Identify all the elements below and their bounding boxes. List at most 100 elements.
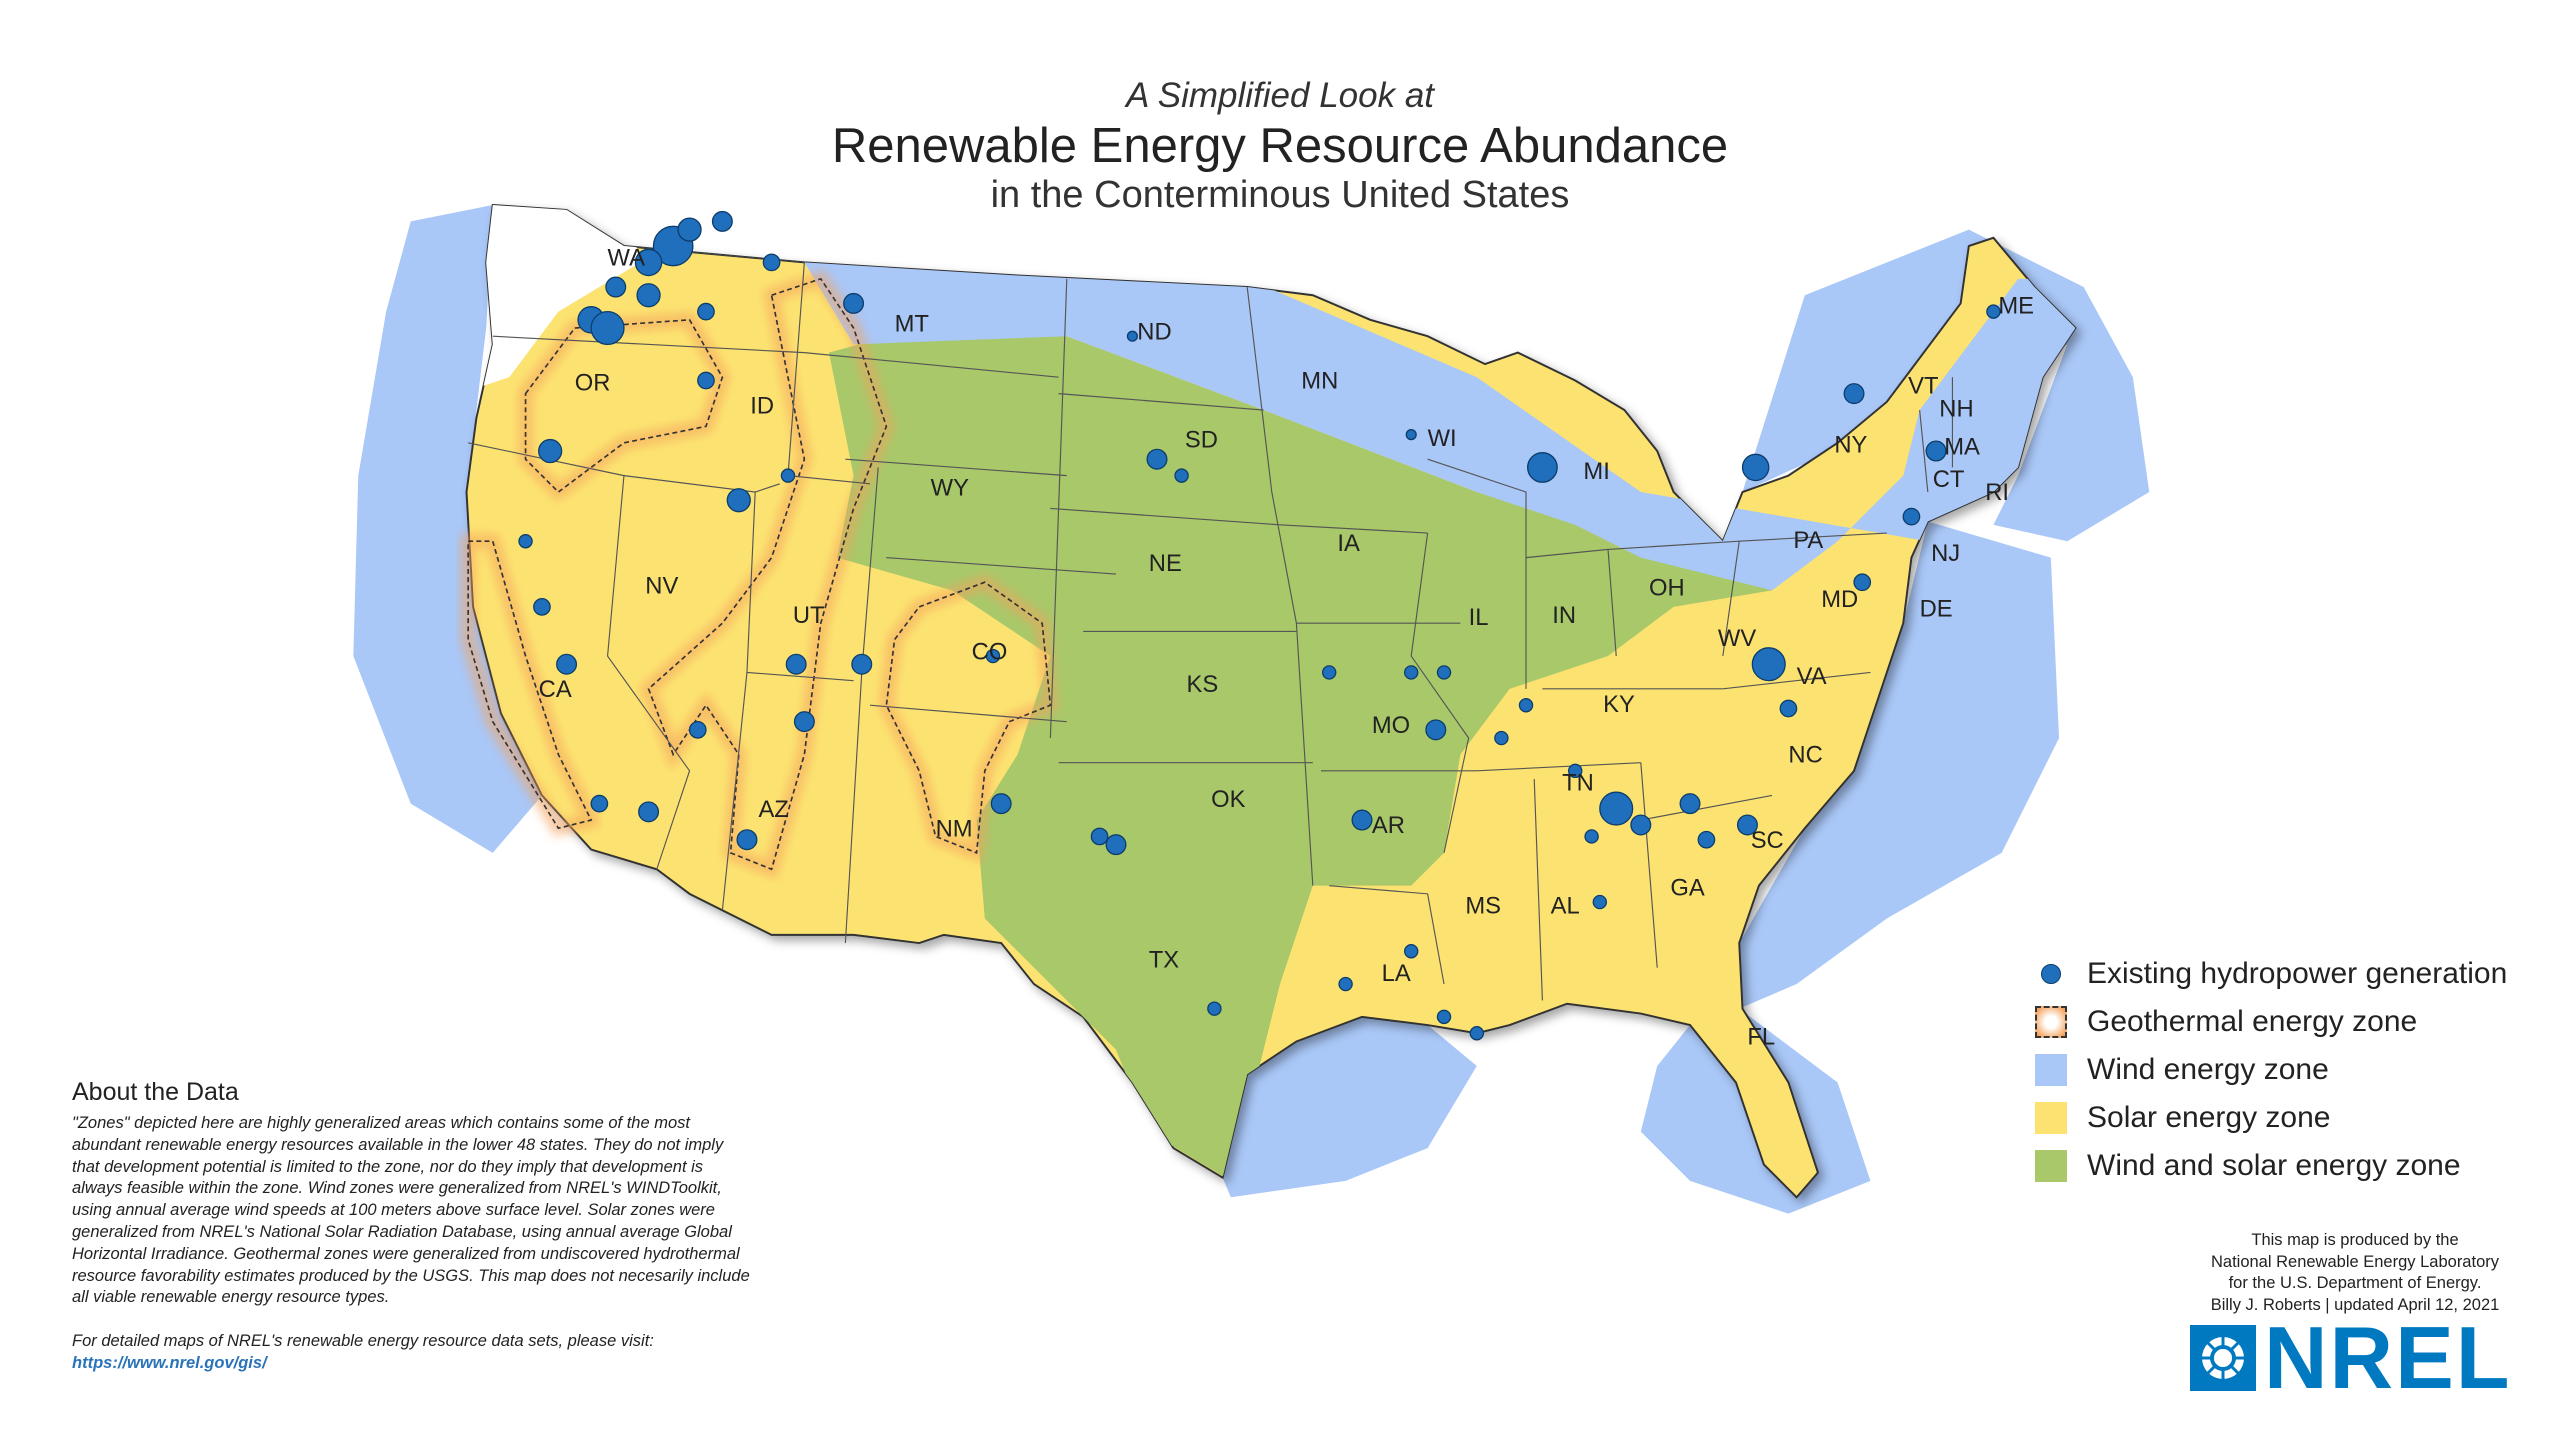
- hydropower-site: [1751, 647, 1786, 682]
- state-border: [468, 442, 691, 870]
- state-border: [754, 483, 780, 493]
- state-label: UT: [793, 602, 825, 629]
- hydropower-site: [1105, 834, 1127, 856]
- state-label: SD: [1185, 427, 1218, 454]
- map-title: Renewable Energy Resource Abundance: [831, 119, 1729, 173]
- state-border: [1049, 278, 1068, 739]
- hydropower-site: [711, 210, 733, 232]
- hydropower-site: [1126, 330, 1138, 342]
- state-label: PA: [1793, 527, 1823, 554]
- about-the-data: About the Data "Zones" depicted here are…: [72, 1078, 752, 1375]
- state-label: WY: [931, 474, 969, 501]
- state-label: MS: [1465, 893, 1501, 920]
- hydropower-site: [677, 217, 702, 242]
- state-label: MT: [895, 310, 929, 337]
- hydropower-site: [1779, 699, 1798, 718]
- state-label: VT: [1908, 373, 1938, 400]
- legend-item: Existing hydropower generation: [2035, 950, 2507, 998]
- hydropower-site: [636, 283, 661, 308]
- hydropower-site: [990, 793, 1012, 815]
- map-subtitle: in the Conterminous United States: [990, 174, 1570, 216]
- hydropower-site: [785, 653, 807, 675]
- geothermal-zone: [647, 277, 888, 871]
- hydropower-site: [1403, 665, 1419, 680]
- credits-line: This map is produced by the: [2251, 1231, 2459, 1249]
- state-border: [1050, 507, 1281, 526]
- hydropower-site: [1425, 719, 1447, 741]
- state-label: TX: [1149, 947, 1180, 974]
- state-label: KY: [1603, 691, 1635, 718]
- hydropower-site: [843, 292, 865, 314]
- state-label: VA: [1797, 663, 1827, 690]
- state-border: [721, 672, 748, 911]
- state-label: CO: [972, 638, 1008, 665]
- state-label: IA: [1337, 530, 1360, 557]
- gis-link[interactable]: https://www.nrel.gov/gis/: [72, 1353, 267, 1372]
- state-border: [1533, 779, 1543, 1001]
- hydropower-site: [605, 276, 627, 298]
- state-label: RI: [1985, 479, 2009, 506]
- geothermal-swatch-icon: [2035, 1006, 2067, 1038]
- no-zone-area: [466, 205, 641, 394]
- state-label: IL: [1469, 604, 1489, 631]
- legend-item: Wind energy zone: [2035, 1046, 2507, 1094]
- about-heading: About the Data: [72, 1078, 239, 1106]
- energy-zones: [466, 205, 2076, 1181]
- state-border: [1919, 409, 1929, 493]
- state-label: WV: [1718, 625, 1756, 652]
- credits-line: National Renewable Energy Laboratory: [2210, 1252, 2499, 1271]
- state-border: [1329, 885, 1445, 985]
- state-label: NJ: [1931, 540, 1960, 567]
- hydropower-site: [1526, 452, 1558, 483]
- state-border: [1427, 458, 1527, 689]
- hydropower-site: [1986, 304, 2001, 319]
- state-label: NM: [936, 815, 973, 842]
- legend-item: Solar energy zone: [2035, 1094, 2507, 1142]
- hydropower-site: [1567, 763, 1583, 779]
- hydropower-site: [851, 653, 873, 675]
- offshore-wind-zone: [1222, 1016, 1477, 1198]
- state-label: MN: [1301, 368, 1338, 395]
- hydropower-site: [1090, 827, 1109, 846]
- hydropower-site: [1736, 814, 1758, 836]
- state-label: MD: [1821, 586, 1858, 613]
- hydropower-site: [1741, 453, 1770, 482]
- hydropower-site: [985, 648, 1001, 664]
- state-border: [1246, 286, 1314, 886]
- hydropower-site: [1403, 944, 1419, 959]
- hydropower-site: [1902, 507, 1921, 526]
- hydropower-site: [1843, 383, 1865, 405]
- legend-label: Wind and solar energy zone: [2087, 1149, 2461, 1182]
- credits-line: Billy J. Roberts | updated April 12, 202…: [2210, 1295, 2500, 1314]
- hydropower-site: [1338, 976, 1353, 992]
- hydropower-site: [1494, 730, 1509, 746]
- legend-item: Geothermal energy zone: [2035, 998, 2507, 1046]
- state-border: [861, 467, 879, 673]
- state-label: IN: [1552, 602, 1576, 629]
- hydropower-site: [1630, 814, 1652, 836]
- hydropower-site: [1925, 440, 1947, 462]
- state-border: [844, 672, 863, 944]
- geothermal-zone: [885, 581, 1052, 855]
- state-label: NV: [645, 573, 678, 600]
- nrel-sun-icon: [2190, 1325, 2256, 1391]
- about-body: "Zones" depicted here are highly general…: [72, 1114, 750, 1307]
- state-label: OK: [1211, 786, 1245, 813]
- geothermal-zone: [524, 318, 724, 494]
- legend-label: Existing hydropower generation: [2087, 957, 2508, 990]
- zone-swatch-icon: [2035, 1054, 2067, 1086]
- state-label: CT: [1933, 466, 1965, 493]
- wind-solar-zone: [828, 328, 1773, 1181]
- state-label: OR: [575, 369, 611, 396]
- hydropower-site: [1405, 429, 1417, 441]
- zone-swatch-icon: [2035, 1150, 2067, 1182]
- hydropower-site: [556, 653, 578, 675]
- state-label: AZ: [758, 796, 788, 823]
- state-label: NH: [1939, 396, 1973, 423]
- state-label: LA: [1382, 960, 1411, 987]
- hydropower-site: [538, 438, 563, 464]
- hydropower-site: [1436, 665, 1452, 680]
- nrel-wordmark: NREL: [2264, 1308, 2512, 1407]
- nrel-logo: NREL: [2190, 1308, 2512, 1407]
- hydropower-site: [1469, 1026, 1485, 1041]
